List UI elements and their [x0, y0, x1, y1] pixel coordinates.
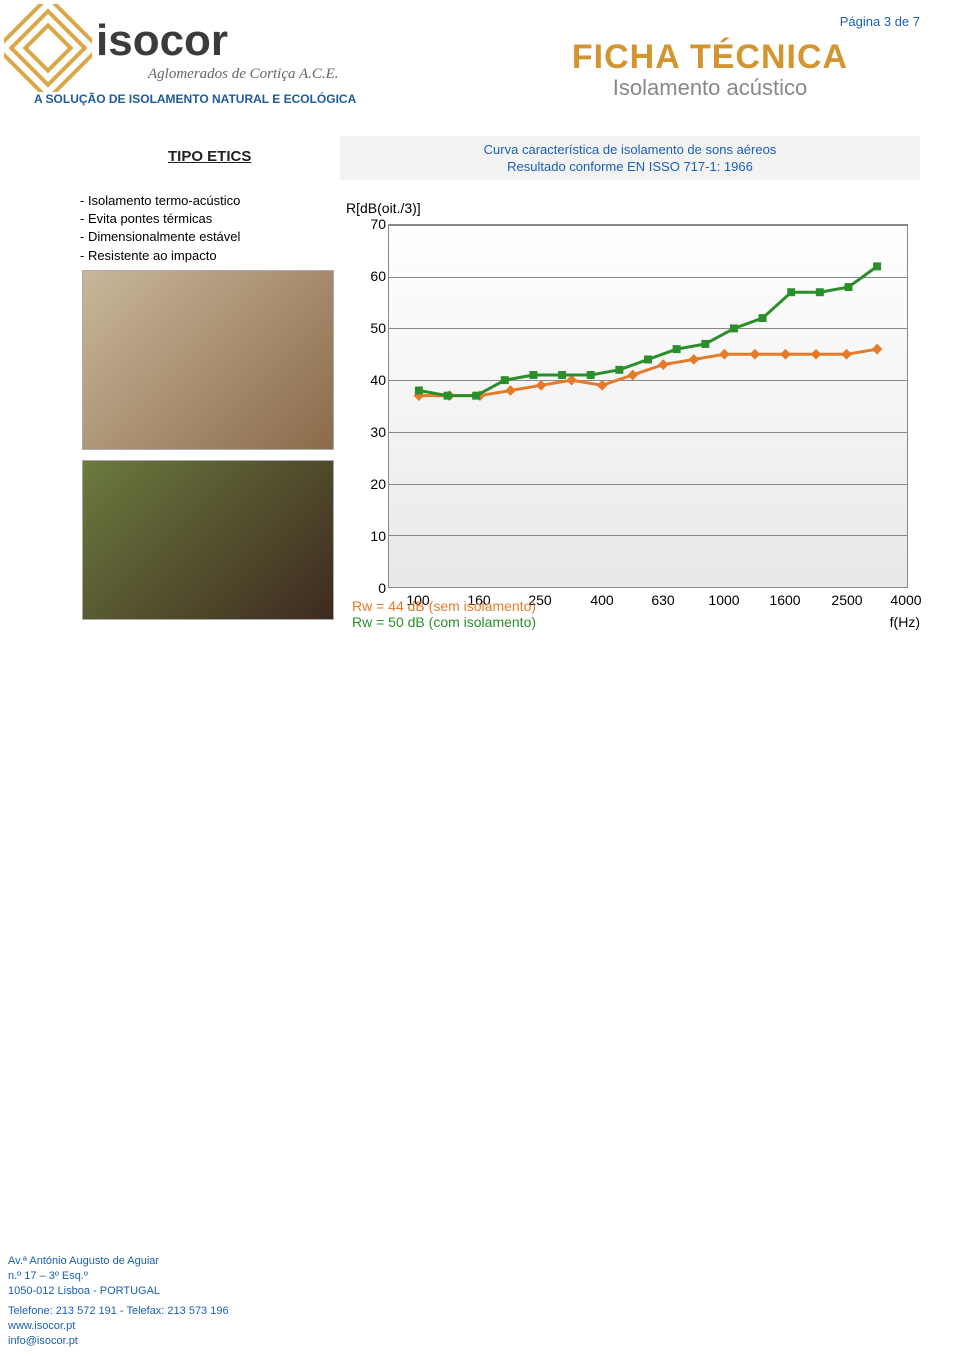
chart-svg — [389, 225, 907, 587]
footer-addr3: 1050-012 Lisboa - PORTUGAL — [8, 1284, 229, 1299]
ytick: 0 — [368, 580, 386, 596]
y-axis-label: R[dB(oit./3)] — [346, 200, 421, 216]
ytick: 70 — [368, 216, 386, 232]
footer-tel: Telefone: 213 572 191 - Telefax: 213 573… — [8, 1304, 229, 1319]
footer-www: www.isocor.pt — [8, 1319, 229, 1334]
footer-email: info@isocor.pt — [8, 1334, 229, 1349]
ytick: 20 — [368, 476, 386, 492]
section-title: TIPO ETICS — [168, 148, 251, 165]
logo — [4, 4, 92, 97]
page: Página 3 de 7 isocor Aglomerados de Cort… — [0, 0, 960, 1357]
photo-placeholder — [82, 460, 334, 620]
xtick: 630 — [651, 592, 674, 608]
footer-addr2: n.º 17 – 3º Esq.º — [8, 1269, 229, 1284]
ytick: 10 — [368, 528, 386, 544]
chart-caption-line2: Resultado conforme EN ISSO 717-1: 1966 — [507, 159, 753, 174]
ytick: 50 — [368, 320, 386, 336]
logo-icon — [4, 4, 92, 92]
footer: Av.ª António Augusto de Aguiar n.º 17 – … — [8, 1254, 229, 1349]
bullet-item: - Dimensionalmente estável — [80, 228, 240, 246]
chart-plot — [388, 224, 908, 588]
doc-title: FICHA TÉCNICA Isolamento acústico — [500, 38, 920, 101]
xtick: 4000 — [890, 592, 921, 608]
bullet-item: - Resistente ao impacto — [80, 247, 240, 265]
xtick: 1600 — [769, 592, 800, 608]
rw-note-2: Rw = 50 dB (com isolamento) — [352, 614, 536, 630]
photo-placeholder — [82, 270, 334, 450]
xtick: 400 — [590, 592, 613, 608]
logo-subline: Aglomerados de Cortiça A.C.E. — [148, 66, 339, 83]
ytick: 40 — [368, 372, 386, 388]
bullets: - Isolamento termo-acústico - Evita pont… — [80, 192, 240, 265]
doc-title-main: FICHA TÉCNICA — [500, 38, 920, 77]
slogan: A SOLUÇÃO DE ISOLAMENTO NATURAL E ECOLÓG… — [34, 92, 356, 106]
rw-note-1: Rw = 44 dB (sem isolamento) — [352, 598, 536, 614]
ytick: 60 — [368, 268, 386, 284]
xtick: 2500 — [831, 592, 862, 608]
header: isocor Aglomerados de Cortiça A.C.E. A S… — [0, 0, 960, 120]
footer-addr1: Av.ª António Augusto de Aguiar — [8, 1254, 229, 1269]
bullet-item: - Evita pontes térmicas — [80, 210, 240, 228]
chart-caption: Curva característica de isolamento de so… — [340, 136, 920, 180]
x-axis-label: f(Hz) — [890, 614, 920, 630]
xtick: 1000 — [708, 592, 739, 608]
logo-wordmark: isocor — [96, 16, 228, 66]
bullet-item: - Isolamento termo-acústico — [80, 192, 240, 210]
ytick: 30 — [368, 424, 386, 440]
chart: R[dB(oit./3)] 70 60 50 40 30 20 10 0 100… — [346, 200, 920, 630]
doc-title-sub: Isolamento acústico — [500, 75, 920, 101]
chart-caption-line1: Curva característica de isolamento de so… — [484, 142, 777, 157]
